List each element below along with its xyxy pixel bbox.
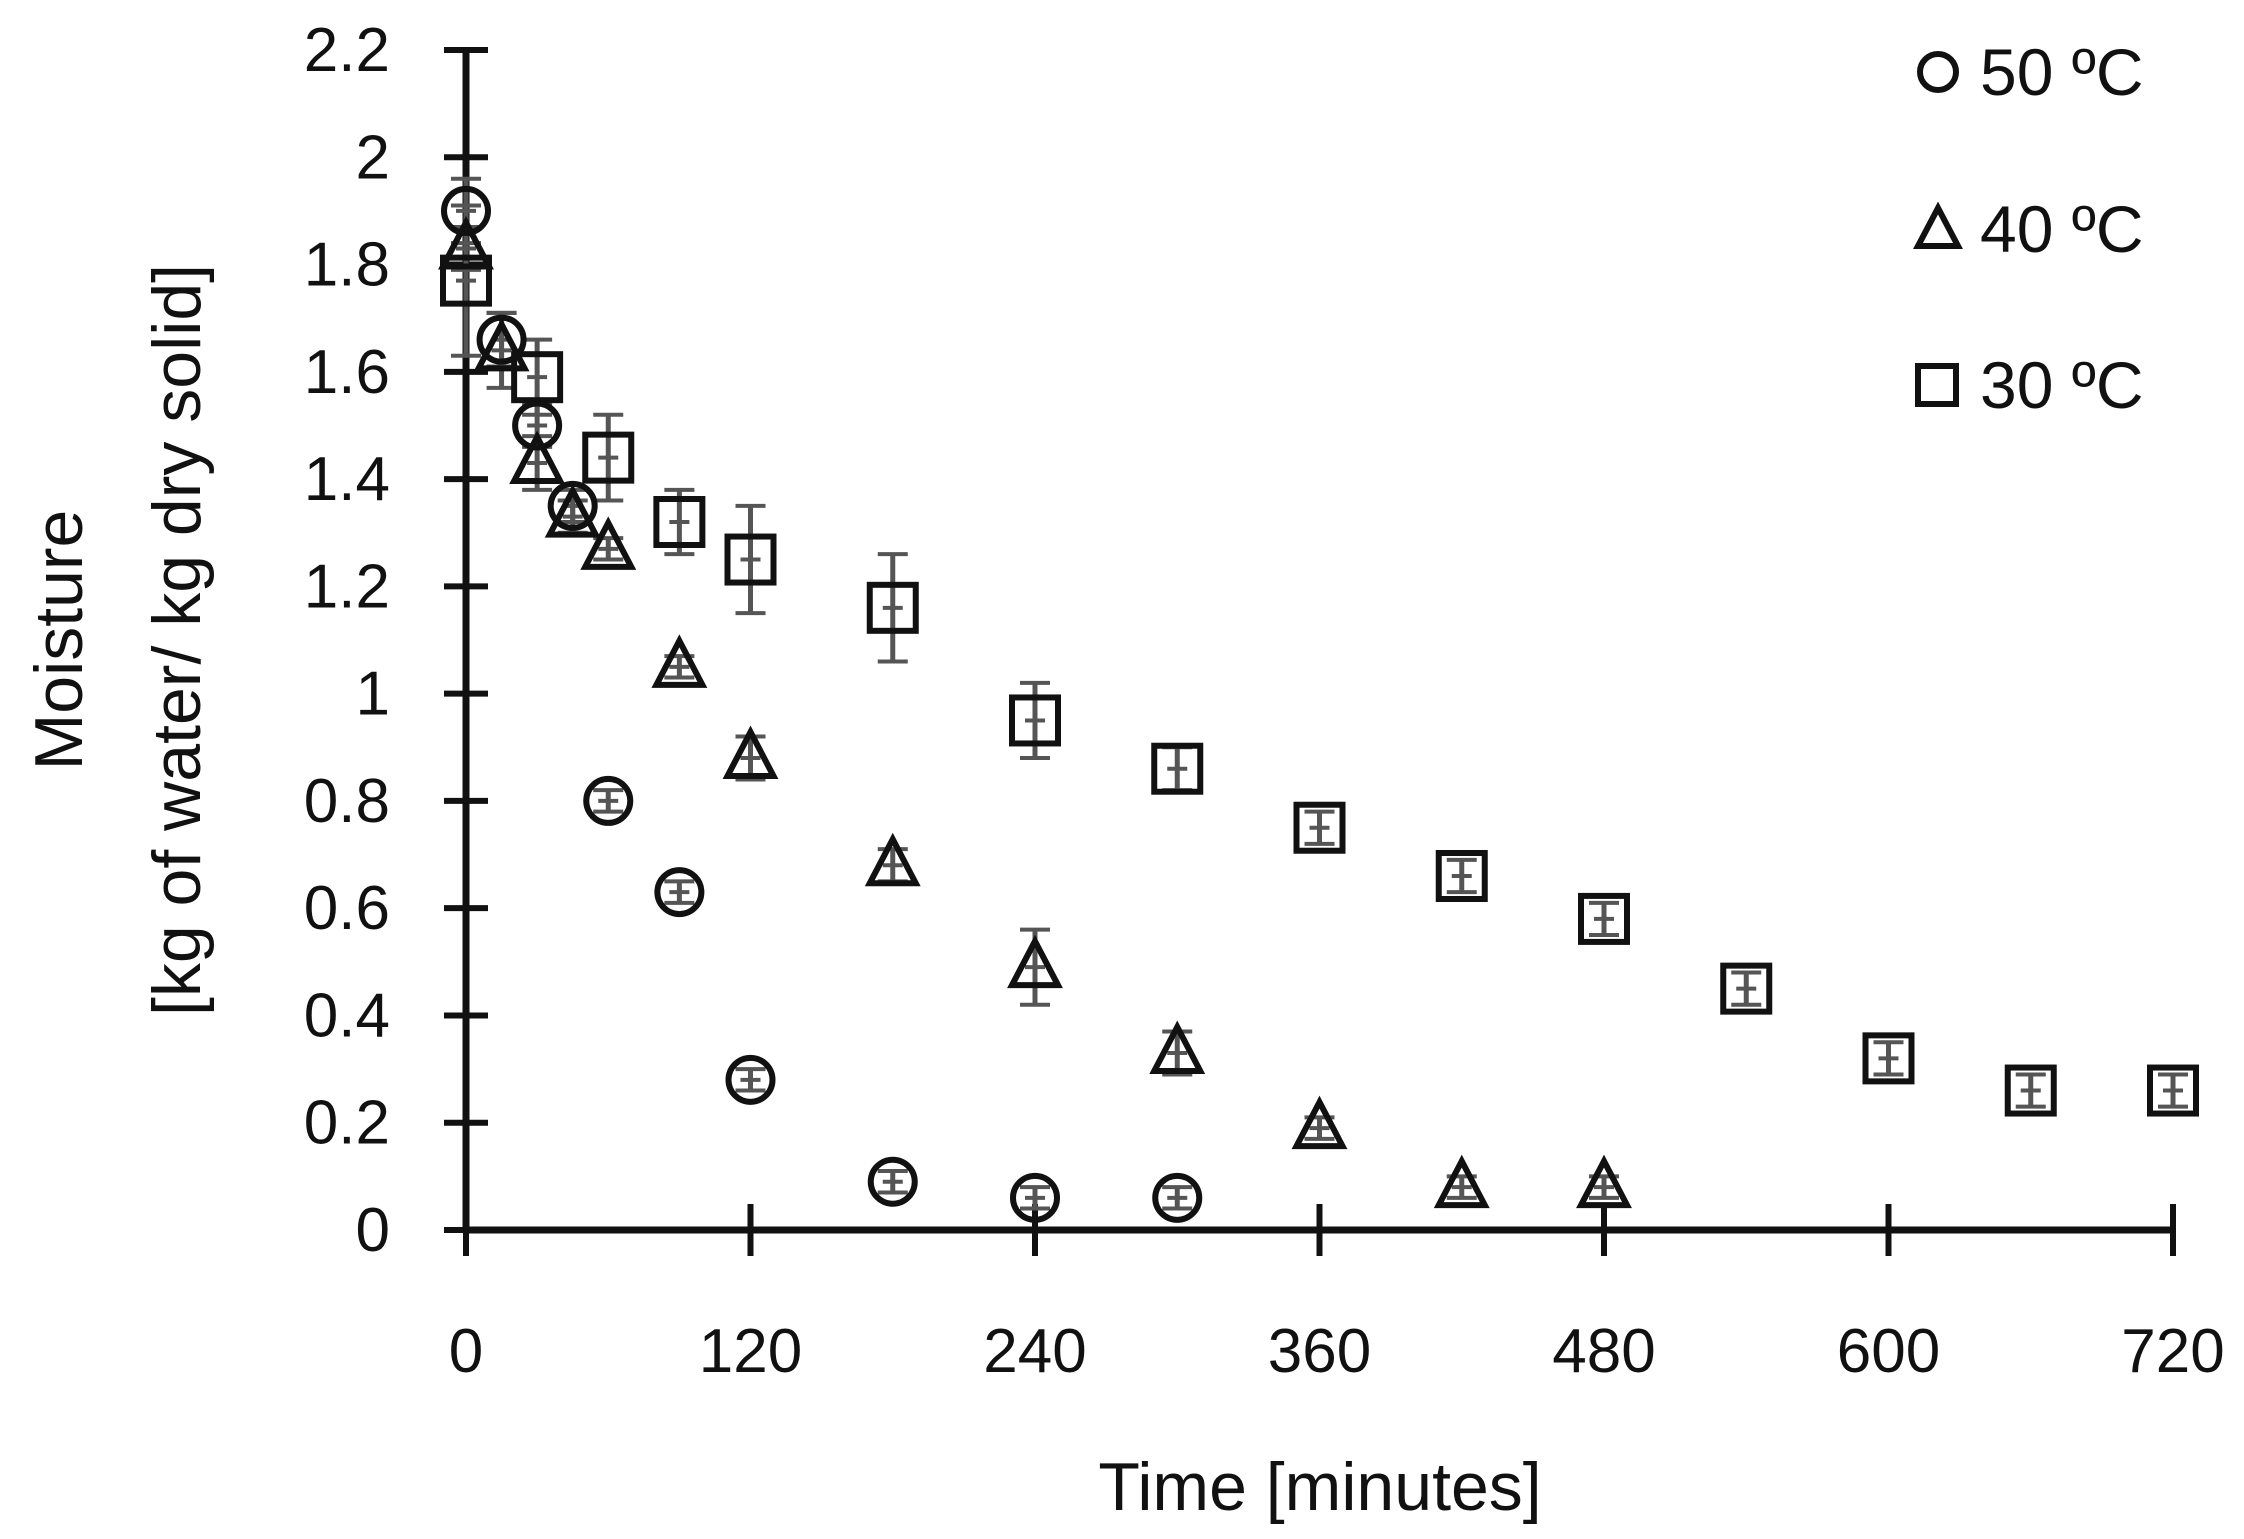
x-tick-label: 0 [449, 1317, 483, 1386]
y-tick-label: 0.2 [304, 1089, 390, 1158]
x-tick-label: 480 [1552, 1317, 1655, 1386]
y-tick-label: 0.8 [304, 767, 390, 836]
y-tick-label: 0.4 [304, 981, 390, 1050]
x-tick-label: 600 [1837, 1317, 1940, 1386]
error-bars [451, 176, 2188, 1211]
y-tick-label: 1.6 [304, 338, 390, 407]
point-40c [1433, 1154, 1490, 1209]
y-tick-label: 0 [356, 1196, 390, 1265]
y-tick-label: 2 [356, 123, 390, 192]
y-tick-label: 0.6 [304, 874, 390, 943]
point-50c [725, 1054, 776, 1105]
y-tick-label: 1.2 [304, 552, 390, 621]
point-30c [1293, 801, 1346, 854]
point-40c [473, 317, 530, 372]
y-tick-label: 1 [356, 660, 390, 729]
point-40c [651, 634, 708, 688]
point-30c [1720, 962, 1773, 1015]
legend-label-30: 30 ºC [1980, 348, 2144, 422]
legend-square-marker [1915, 363, 1959, 407]
point-30c [2004, 1064, 2057, 1117]
point-40c [509, 430, 566, 484]
y-tick-label: 1.8 [304, 231, 390, 300]
point-50c [654, 867, 705, 918]
y-ticks: 0 0.2 0.4 0.6 0.8 1 1.2 1.4 1.6 1.8 2 2.2 [304, 16, 488, 1265]
point-30c [1578, 892, 1630, 945]
point-30c [724, 533, 777, 586]
legend: 50 ºC 40 ºC 30 ºC [1913, 35, 2144, 422]
point-30c [2147, 1064, 2199, 1117]
legend-label-40: 40 ºC [1980, 192, 2144, 266]
point-30c [440, 254, 492, 307]
point-50c [583, 775, 634, 826]
point-30c [1435, 850, 1488, 902]
x-tick-label: 360 [1268, 1317, 1371, 1386]
y-axis-title-line2: [kg of water/ kg dry solid] [139, 264, 215, 1016]
point-50c [1152, 1172, 1203, 1223]
point-30c [1009, 694, 1061, 747]
point-40c [1576, 1154, 1632, 1209]
point-30c [1151, 742, 1204, 795]
x-ticks: 0 120 240 360 480 600 720 [449, 1204, 2225, 1386]
point-40c [1007, 934, 1063, 989]
point-50c [547, 480, 598, 531]
point-40c [864, 832, 921, 887]
point-30c [653, 496, 706, 548]
point-30c [511, 351, 564, 404]
point-50c [867, 1156, 918, 1207]
data-markers [438, 185, 2199, 1223]
point-40c [722, 725, 779, 779]
point-40c [1291, 1095, 1348, 1150]
legend-label-50: 50 ºC [1980, 35, 2144, 109]
point-50c [476, 314, 527, 365]
legend-triangle-marker [1913, 201, 1963, 249]
x-tick-label: 120 [699, 1317, 802, 1386]
x-tick-label: 240 [983, 1317, 1086, 1386]
y-axis-title-line1: Moisture [21, 510, 97, 771]
point-30c [582, 431, 635, 484]
point-30c [866, 581, 919, 634]
point-50c [512, 400, 563, 451]
point-40c [544, 484, 601, 538]
point-40c [438, 215, 494, 270]
point-30c [1862, 1032, 1915, 1085]
y-tick-label: 2.2 [304, 16, 390, 85]
axes [462, 50, 2173, 1234]
x-tick-label: 720 [2121, 1317, 2224, 1386]
x-axis-title: Time [minutes] [1098, 1449, 1541, 1525]
point-50c [441, 185, 491, 236]
legend-circle-marker [1917, 51, 1959, 93]
point-40c [1149, 1020, 1206, 1074]
y-tick-label: 1.4 [304, 445, 390, 514]
point-50c [1010, 1172, 1060, 1223]
point-40c [580, 516, 637, 570]
